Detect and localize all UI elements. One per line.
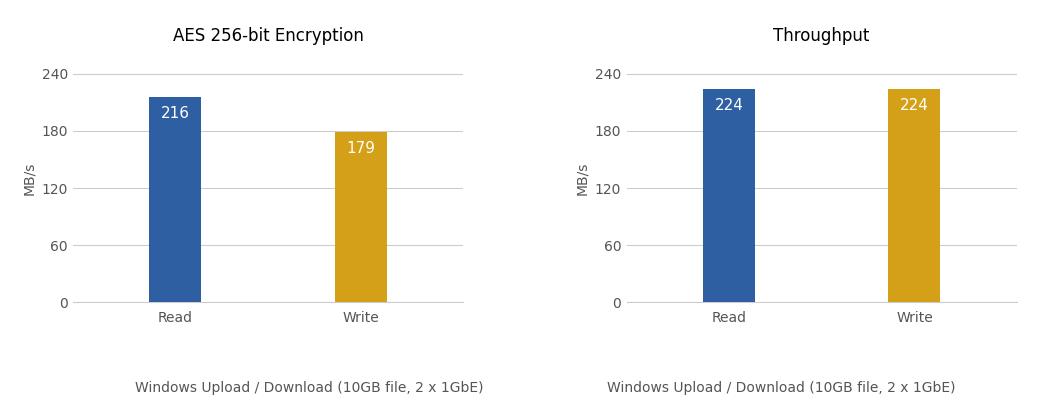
Y-axis label: MB/s: MB/s — [575, 162, 589, 195]
Text: Windows Upload / Download (10GB file, 2 x 1GbE): Windows Upload / Download (10GB file, 2 … — [135, 381, 483, 395]
Text: 216: 216 — [161, 106, 190, 121]
Y-axis label: MB/s: MB/s — [22, 162, 36, 195]
Title: Throughput: Throughput — [773, 27, 870, 45]
Text: 179: 179 — [347, 141, 375, 156]
Title: AES 256-bit Encryption: AES 256-bit Encryption — [173, 27, 364, 45]
Text: Windows Upload / Download (10GB file, 2 x 1GbE): Windows Upload / Download (10GB file, 2 … — [607, 381, 955, 395]
Text: 224: 224 — [900, 98, 929, 113]
Bar — [150, 97, 201, 302]
Text: 224: 224 — [715, 98, 743, 113]
Bar — [889, 89, 940, 302]
Bar — [335, 132, 387, 302]
Bar — [703, 89, 755, 302]
